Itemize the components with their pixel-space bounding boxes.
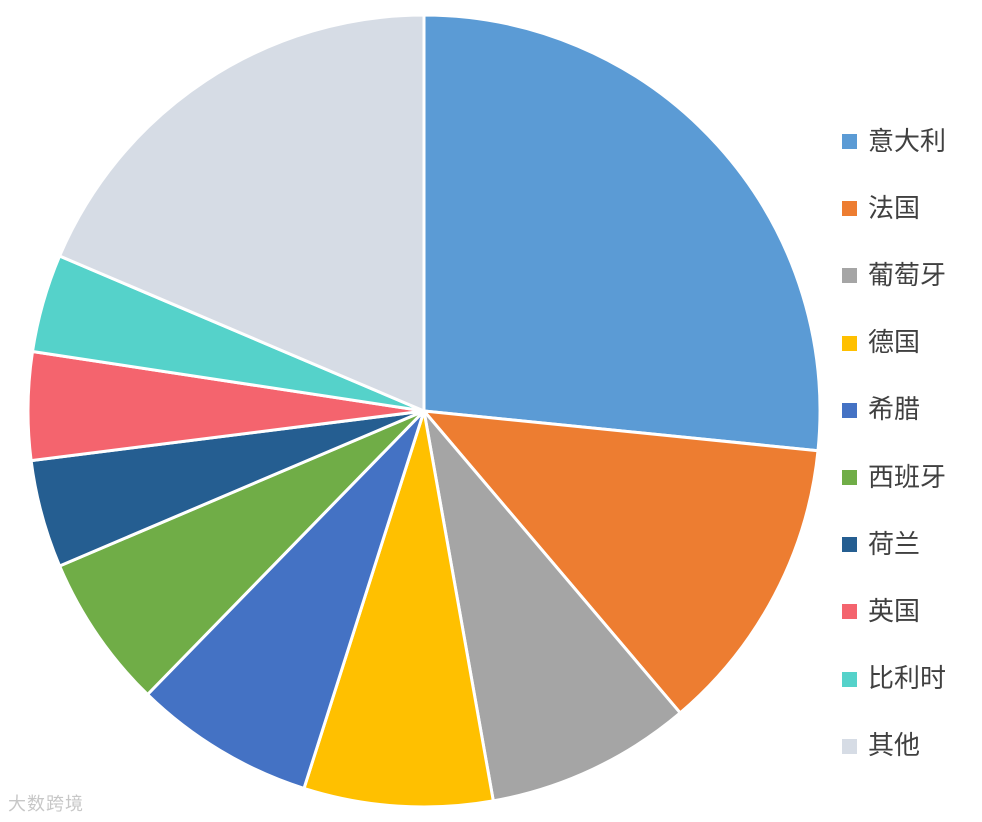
legend-swatch — [842, 335, 857, 351]
legend-swatch — [842, 604, 857, 620]
legend-swatch — [842, 268, 857, 284]
pie-slice-6 — [58, 409, 426, 697]
legend-label: 法国 — [868, 193, 921, 224]
legend-item: 荷兰 — [842, 511, 977, 578]
legend-swatch — [842, 402, 857, 418]
legend-item: 德国 — [842, 310, 977, 377]
legend-swatch — [842, 470, 857, 486]
legend-swatch — [842, 134, 857, 150]
pie-slice-2 — [422, 409, 820, 715]
pie-slice-5 — [146, 409, 426, 790]
legend-item: 意大利 — [842, 108, 977, 175]
watermark: 大数跨境 — [8, 794, 84, 815]
legend-swatch — [842, 537, 857, 553]
legend-label: 英国 — [868, 596, 921, 627]
legend-item: 其他 — [842, 713, 977, 780]
legend-swatch — [842, 201, 857, 217]
legend-label: 荷兰 — [868, 529, 921, 560]
legend-item: 希腊 — [842, 377, 977, 444]
legend-label: 比利时 — [868, 664, 947, 695]
legend-label: 西班牙 — [868, 462, 947, 493]
pie-slice-1 — [422, 13, 822, 453]
legend-swatch — [842, 738, 857, 754]
legend-item: 法国 — [842, 175, 977, 242]
legend-label: 葡萄牙 — [868, 260, 947, 291]
legend-item: 比利时 — [842, 646, 977, 713]
legend-item: 英国 — [842, 578, 977, 645]
pie-slice-3 — [422, 409, 682, 803]
legend-item: 西班牙 — [842, 444, 977, 511]
pie-slice-10 — [58, 13, 426, 413]
legend-label: 其他 — [868, 731, 921, 762]
legend: 意大利法国葡萄牙德国希腊西班牙荷兰英国比利时其他 — [842, 108, 977, 780]
legend-label: 德国 — [868, 328, 921, 359]
pie-slices — [26, 13, 822, 809]
legend-item: 葡萄牙 — [842, 242, 977, 309]
pie-slice-4 — [302, 409, 495, 809]
legend-label: 希腊 — [868, 395, 921, 426]
legend-label: 意大利 — [868, 126, 947, 157]
legend-swatch — [842, 671, 857, 687]
